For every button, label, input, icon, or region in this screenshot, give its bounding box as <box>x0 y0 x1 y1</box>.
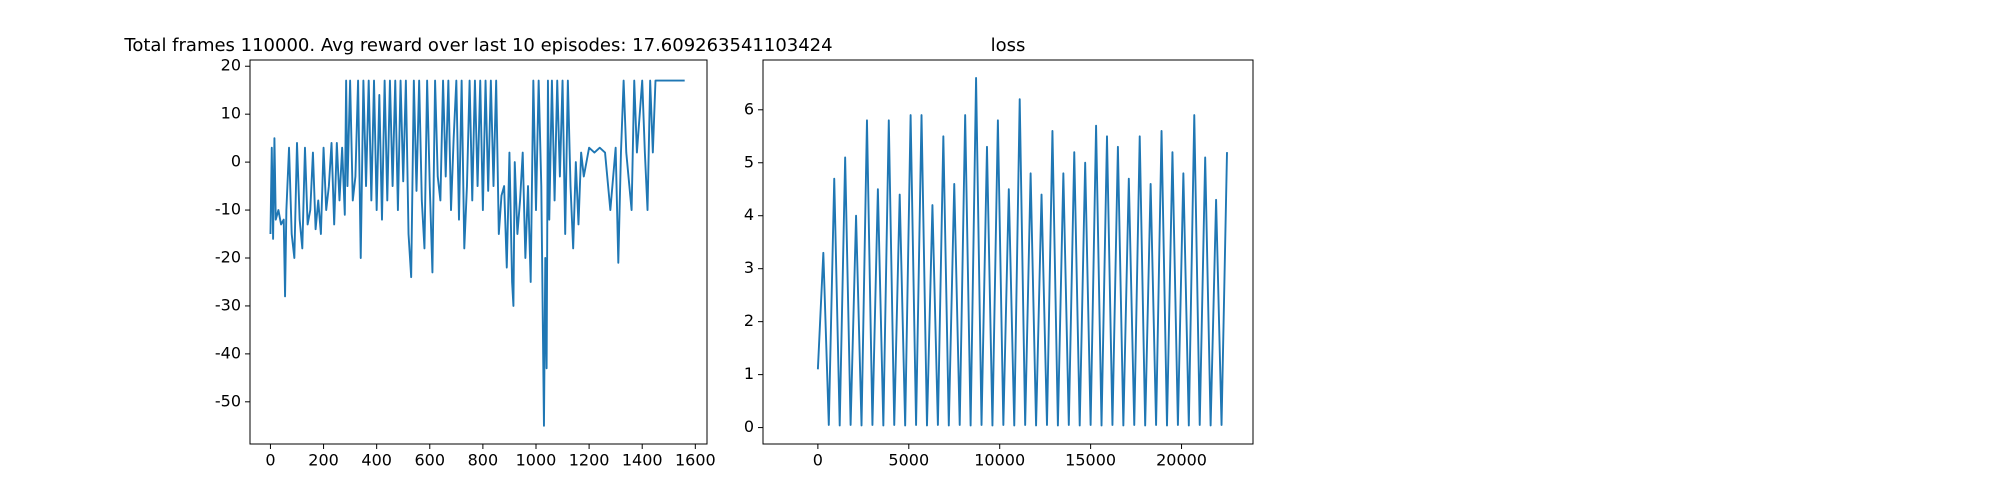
y-tick-label: 1 <box>744 364 754 383</box>
y-tick-label: 10 <box>221 104 241 123</box>
x-tick-label: 15000 <box>1065 451 1116 470</box>
y-tick-label: -40 <box>215 343 241 362</box>
data-line <box>816 77 1228 427</box>
y-tick-label: -30 <box>215 295 241 314</box>
x-tick-label: 400 <box>361 451 392 470</box>
y-tick-label: -20 <box>215 247 241 266</box>
x-tick-label: 800 <box>468 451 499 470</box>
y-tick-label: -50 <box>215 391 241 410</box>
y-tick-label: 2 <box>744 311 754 330</box>
y-tick-label: -10 <box>215 200 241 219</box>
x-tick-label: 200 <box>308 451 339 470</box>
x-tick-label: 600 <box>414 451 445 470</box>
axes-frame <box>249 59 708 445</box>
chart-title: Total frames 110000. Avg reward over las… <box>123 35 832 56</box>
x-tick-label: 5000 <box>888 451 929 470</box>
y-tick-label: 6 <box>744 99 754 118</box>
x-tick-label: 0 <box>813 451 823 470</box>
y-tick-label: 0 <box>744 417 754 436</box>
y-tick-label: 0 <box>231 152 241 171</box>
y-tick-label: 4 <box>744 205 754 224</box>
x-tick-label: 0 <box>265 451 275 470</box>
y-tick-label: 3 <box>744 258 754 277</box>
x-tick-label: 1000 <box>516 451 557 470</box>
x-tick-label: 1400 <box>622 451 663 470</box>
axes-frame <box>762 59 1254 445</box>
data-line <box>269 79 685 427</box>
y-tick-label: 20 <box>221 56 241 75</box>
y-tick-label: 5 <box>744 152 754 171</box>
x-tick-label: 1200 <box>569 451 610 470</box>
x-tick-label: 10000 <box>974 451 1025 470</box>
x-tick-label: 20000 <box>1156 451 1207 470</box>
chart-title: loss <box>991 35 1026 56</box>
x-tick-label: 1600 <box>675 451 716 470</box>
